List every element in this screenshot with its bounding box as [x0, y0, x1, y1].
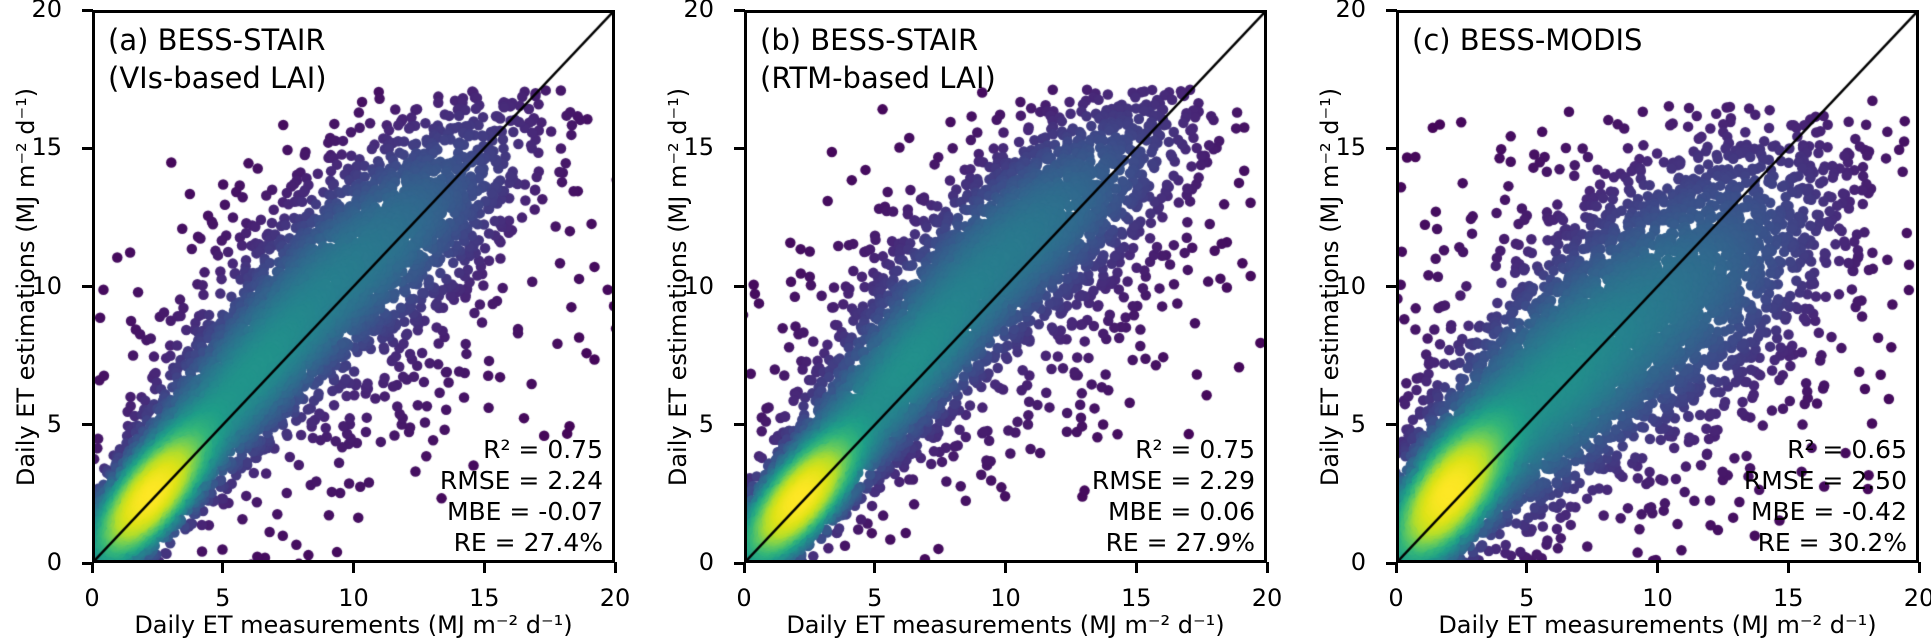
x-tick-label: 15 — [1772, 584, 1804, 612]
stat-re: RE = 27.9% — [1105, 528, 1255, 557]
x-tick-mark — [1394, 562, 1398, 573]
panel-title-b: (b) BESS-STAIR (RTM-based LAI) — [760, 21, 996, 97]
x-tick-label: 5 — [867, 584, 883, 612]
panel-title-a: (a) BESS-STAIR (VIs-based LAI) — [108, 21, 327, 97]
y-tick-mark — [82, 285, 93, 288]
x-tick-label: 0 — [736, 584, 752, 612]
stat-rmse: RMSE = 2.29 — [1091, 466, 1255, 495]
y-tick-label: 0 — [46, 548, 62, 576]
y-tick-label: 5 — [698, 409, 714, 438]
x-tick-mark — [873, 562, 877, 573]
x-tick-mark — [742, 562, 746, 573]
x-tick-label: 0 — [1388, 584, 1404, 612]
stats-annotation-a: R² = 0.75 RMSE = 2.24 MBE = -0.07 RE = 2… — [440, 434, 603, 558]
stat-r2: R² = 0.75 — [483, 435, 603, 464]
y-tick-label: 15 — [1335, 133, 1366, 162]
y-tick-mark — [1386, 146, 1397, 150]
x-tick-mark — [221, 562, 225, 573]
x-tick-label: 20 — [599, 584, 631, 612]
x-tick-label: 10 — [338, 584, 369, 612]
stat-mbe: MBE = 0.06 — [1107, 497, 1255, 526]
y-tick-label: 5 — [46, 409, 62, 438]
x-tick-mark — [352, 562, 355, 573]
panel-title-line: (RTM-based LAI) — [760, 61, 996, 95]
density-scatter-canvas-c — [1399, 13, 1916, 560]
y-tick-label: 15 — [683, 133, 714, 162]
y-tick-label: 10 — [683, 271, 714, 300]
density-scatter-canvas-b — [747, 13, 1264, 560]
stats-annotation-c: R² = 0.65 RMSE = 2.50 MBE = -0.42 RE = 3… — [1744, 434, 1907, 558]
stat-re: RE = 27.4% — [453, 528, 603, 557]
y-tick-mark — [734, 423, 745, 427]
y-tick-mark — [1386, 285, 1397, 288]
subplot-a: Daily ET estimations (MJ m⁻² d⁻¹) (a) BE… — [12, 0, 630, 642]
y-tick-mark — [82, 561, 93, 565]
y-tick-mark — [1386, 561, 1397, 565]
stat-r2: R² = 0.65 — [1787, 435, 1907, 464]
stat-rmse: RMSE = 2.24 — [439, 466, 603, 495]
x-tick-mark — [1004, 562, 1007, 573]
stat-re: RE = 30.2% — [1757, 528, 1907, 557]
plot-area-b: (b) BESS-STAIR (RTM-based LAI) R² = 0.75… — [744, 10, 1267, 563]
x-axis-label: Daily ET measurements (MJ m⁻² d⁻¹) — [1438, 611, 1877, 639]
stats-annotation-b: R² = 0.75 RMSE = 2.29 MBE = 0.06 RE = 27… — [1092, 434, 1255, 558]
x-tick-label: 10 — [1642, 584, 1673, 612]
x-tick-mark — [1656, 562, 1659, 573]
panel-title-line: (a) BESS-STAIR — [108, 23, 326, 57]
x-tick-label: 20 — [1903, 584, 1931, 612]
x-tick-label: 5 — [1519, 584, 1535, 612]
x-tick-label: 5 — [215, 584, 231, 612]
y-tick-mark — [82, 8, 93, 12]
x-axis-label: Daily ET measurements (MJ m⁻² d⁻¹) — [786, 611, 1225, 639]
y-tick-label: 20 — [1335, 0, 1366, 23]
stat-r2: R² = 0.75 — [1135, 435, 1255, 464]
panel-title-line: (c) BESS-MODIS — [1412, 23, 1643, 57]
x-tick-label: 15 — [1120, 584, 1152, 612]
x-axis-label: Daily ET measurements (MJ m⁻² d⁻¹) — [134, 611, 573, 639]
x-tick-mark — [1265, 562, 1269, 573]
y-tick-mark — [82, 146, 93, 150]
y-tick-mark — [734, 8, 745, 12]
x-tick-mark — [90, 562, 94, 573]
y-tick-label: 20 — [683, 0, 714, 23]
x-tick-mark — [1786, 562, 1790, 573]
x-tick-label: 10 — [990, 584, 1021, 612]
density-scatter-canvas-a — [95, 13, 612, 560]
stat-rmse: RMSE = 2.50 — [1743, 466, 1907, 495]
x-tick-label: 15 — [468, 584, 500, 612]
y-tick-mark — [734, 285, 745, 288]
x-tick-label: 20 — [1251, 584, 1283, 612]
y-tick-label: 0 — [698, 548, 714, 576]
x-tick-mark — [1525, 562, 1529, 573]
y-tick-label: 5 — [1350, 409, 1366, 438]
y-tick-mark — [734, 561, 745, 565]
panel-title-line: (VIs-based LAI) — [108, 61, 327, 95]
x-tick-mark — [613, 562, 617, 573]
x-tick-mark — [482, 562, 486, 573]
y-tick-mark — [734, 146, 745, 150]
stat-mbe: MBE = -0.42 — [1750, 497, 1907, 526]
x-tick-mark — [1917, 562, 1921, 573]
x-tick-mark — [1134, 562, 1138, 573]
subplot-c: Daily ET estimations (MJ m⁻² d⁻¹) (c) BE… — [1316, 0, 1931, 642]
plot-area-a: (a) BESS-STAIR (VIs-based LAI) R² = 0.75… — [92, 10, 615, 563]
y-tick-label: 10 — [31, 271, 62, 300]
panel-title-line: (b) BESS-STAIR — [760, 23, 979, 57]
panel-title-c: (c) BESS-MODIS — [1412, 21, 1642, 59]
plot-area-c: (c) BESS-MODIS R² = 0.65 RMSE = 2.50 MBE… — [1396, 10, 1919, 563]
y-tick-label: 0 — [1350, 548, 1366, 576]
y-tick-mark — [82, 423, 93, 427]
y-tick-label: 15 — [31, 133, 62, 162]
subplot-b: Daily ET estimations (MJ m⁻² d⁻¹) (b) BE… — [664, 0, 1282, 642]
stat-mbe: MBE = -0.07 — [446, 497, 603, 526]
x-tick-label: 0 — [84, 584, 100, 612]
y-tick-label: 20 — [31, 0, 62, 23]
y-tick-mark — [1386, 423, 1397, 427]
y-tick-label: 10 — [1335, 271, 1366, 300]
y-tick-mark — [1386, 8, 1397, 12]
